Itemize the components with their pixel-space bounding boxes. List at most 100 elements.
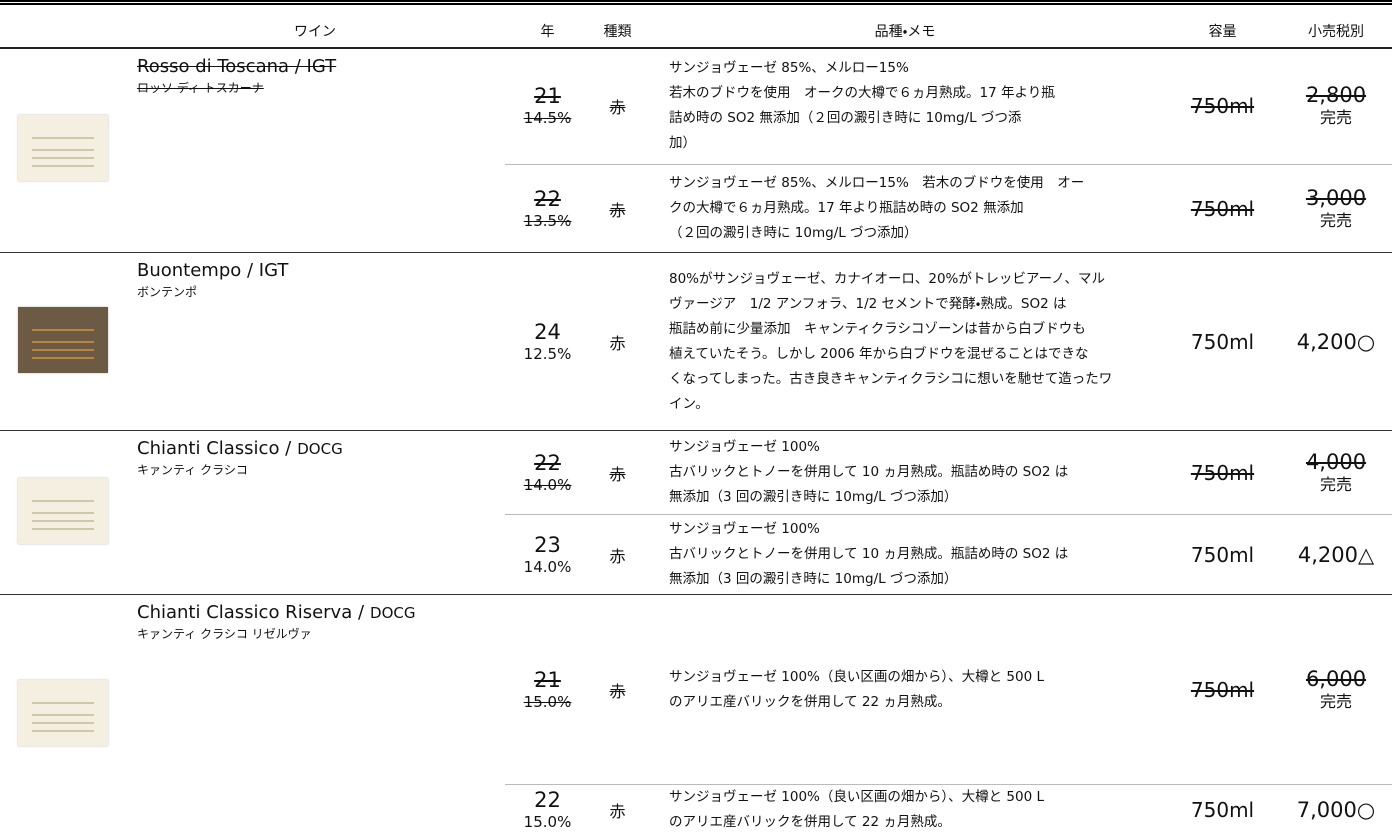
wine-name-text: Chianti Classico Riserva / bbox=[137, 602, 364, 623]
vintage-year: 24 bbox=[505, 320, 590, 344]
vintage-year: 21 bbox=[505, 84, 590, 108]
vintage-year: 21 bbox=[505, 668, 590, 692]
wine-name: Buontempo / IGT bbox=[137, 259, 505, 283]
price: 4,000 bbox=[1306, 450, 1366, 474]
type-cell: 赤 bbox=[590, 253, 645, 431]
label-line bbox=[32, 137, 94, 139]
wine-name: Chianti Classico Riserva / DOCG bbox=[137, 601, 505, 625]
volume-cell: 750ml bbox=[1165, 48, 1280, 165]
volume: 750ml bbox=[1191, 543, 1254, 567]
label-line bbox=[32, 722, 94, 724]
wine-kana: キァンティ クラシコ リゼルヴァ bbox=[137, 625, 505, 643]
alcohol: 15.0% bbox=[505, 692, 590, 712]
header-cell: 種類 bbox=[590, 3, 645, 48]
note-line: サンジョヴェーゼ 100%（良い区画の畑から）、大樽と 500 L bbox=[669, 785, 1165, 810]
note-line: のアリエ産バリックを併用して 22 ヵ月熟成。 bbox=[669, 690, 1165, 715]
note-line: 古バリックとトノーを併用して 10 ヵ月熟成。瓶詰め時の SO2 は bbox=[669, 542, 1165, 567]
note-line: サンジョヴェーゼ 85%、メルロー15% 若木のブドウを使用 オー bbox=[669, 171, 1165, 196]
wine-type: 赤 bbox=[609, 201, 625, 220]
notes-cell: サンジョヴェーゼ 100%古バリックとトノーを併用して 10 ヵ月熟成。瓶詰め時… bbox=[645, 431, 1165, 515]
price-line: 2,800 bbox=[1280, 83, 1392, 107]
price-cell: 7,000○ bbox=[1280, 785, 1392, 835]
wine-name: Chianti Classico /DOCG bbox=[137, 437, 505, 461]
header-cell: 年 bbox=[505, 3, 590, 48]
label-image-cell bbox=[0, 595, 125, 835]
wine-type: 赤 bbox=[609, 465, 625, 484]
price: 3,000 bbox=[1306, 186, 1366, 210]
stock-mark: △ bbox=[1358, 543, 1374, 567]
note-line: サンジョヴェーゼ 100%（良い区画の畑から）、大樽と 500 L bbox=[669, 665, 1165, 690]
note-line: （２回の澱引き時に 10mg/L づつ添加） bbox=[669, 221, 1165, 246]
wine-name-cell: Chianti Classico Riserva / DOCG キァンティ クラシコ… bbox=[125, 595, 505, 835]
table-header: ワイン年種類品種・メモ容量小売税別 bbox=[0, 3, 1392, 48]
note-line: 無添加（3 回の澱引き時に 10mg/L づつ添加） bbox=[669, 567, 1165, 592]
price: 2,800 bbox=[1306, 83, 1366, 107]
note-line: のアリエ産バリックを併用して 22 ヵ月熟成。 bbox=[669, 810, 1165, 835]
vintage-year: 22 bbox=[505, 451, 590, 475]
alcohol: 14.0% bbox=[505, 557, 590, 577]
label-line bbox=[32, 528, 94, 530]
stock-mark: ○ bbox=[1357, 798, 1375, 822]
header-cell: 品種・メモ bbox=[645, 3, 1165, 48]
label-line bbox=[32, 520, 94, 522]
wine-label-image bbox=[18, 307, 108, 373]
label-line bbox=[32, 357, 94, 359]
header-cell: 小売税別 bbox=[1280, 3, 1392, 48]
volume: 750ml bbox=[1191, 94, 1254, 118]
volume-cell: 750ml bbox=[1165, 431, 1280, 515]
volume: 750ml bbox=[1191, 461, 1254, 485]
note-line: 無添加（3 回の澱引き時に 10mg/L づつ添加） bbox=[669, 485, 1165, 510]
stock-mark: 完売 bbox=[1280, 474, 1392, 496]
stock-mark: ○ bbox=[1357, 330, 1375, 354]
wine-label-image bbox=[18, 680, 108, 746]
volume: 750ml bbox=[1191, 678, 1254, 702]
price: 4,200 bbox=[1297, 330, 1357, 354]
vintage-year: 22 bbox=[505, 187, 590, 211]
wine-name-text: Rosso di Toscana / IGT bbox=[137, 56, 336, 77]
volume: 750ml bbox=[1191, 798, 1254, 822]
label-line bbox=[32, 500, 94, 502]
type-cell: 赤 bbox=[590, 48, 645, 165]
label-image-cell bbox=[0, 48, 125, 253]
wine-kana: ロッソ ディ トスカーナ bbox=[137, 79, 505, 97]
alcohol: 12.5% bbox=[505, 344, 590, 364]
price-line: 4,200○ bbox=[1280, 330, 1392, 354]
stock-mark: 完売 bbox=[1280, 210, 1392, 232]
type-cell: 赤 bbox=[590, 431, 645, 515]
wine-name-cell: Rosso di Toscana / IGT ロッソ ディ トスカーナ bbox=[125, 48, 505, 253]
wine-class: DOCG bbox=[297, 440, 342, 458]
label-line bbox=[32, 702, 94, 704]
note-line: イン。 bbox=[669, 392, 1165, 417]
type-cell: 赤 bbox=[590, 515, 645, 595]
label-image-cell bbox=[0, 253, 125, 431]
wine-type: 赤 bbox=[609, 334, 625, 353]
note-line: サンジョヴェーゼ 100% bbox=[669, 517, 1165, 542]
wine-name: Rosso di Toscana / IGT bbox=[137, 55, 505, 79]
volume-cell: 750ml bbox=[1165, 515, 1280, 595]
note-line: 80%がサンジョヴェーゼ、カナイオーロ、20%がトレッビアーノ、マル bbox=[669, 267, 1165, 292]
wine-kana: キァンティ クラシコ bbox=[137, 461, 505, 479]
label-line bbox=[32, 349, 94, 351]
volume: 750ml bbox=[1191, 197, 1254, 221]
wine-class: DOCG bbox=[370, 604, 415, 622]
stock-mark: 完売 bbox=[1280, 691, 1392, 713]
price: 6,000 bbox=[1306, 667, 1366, 691]
price: 4,200 bbox=[1298, 543, 1358, 567]
alcohol: 13.5% bbox=[505, 211, 590, 231]
note-line: ヴァージア 1/2 アンフォラ、1/2 セメントで発酵・熟成。SO2 は bbox=[669, 292, 1165, 317]
type-cell: 赤 bbox=[590, 595, 645, 785]
page: ワイン年種類品種・メモ容量小売税別 Rosso di Toscana / IGT… bbox=[0, 0, 1392, 782]
